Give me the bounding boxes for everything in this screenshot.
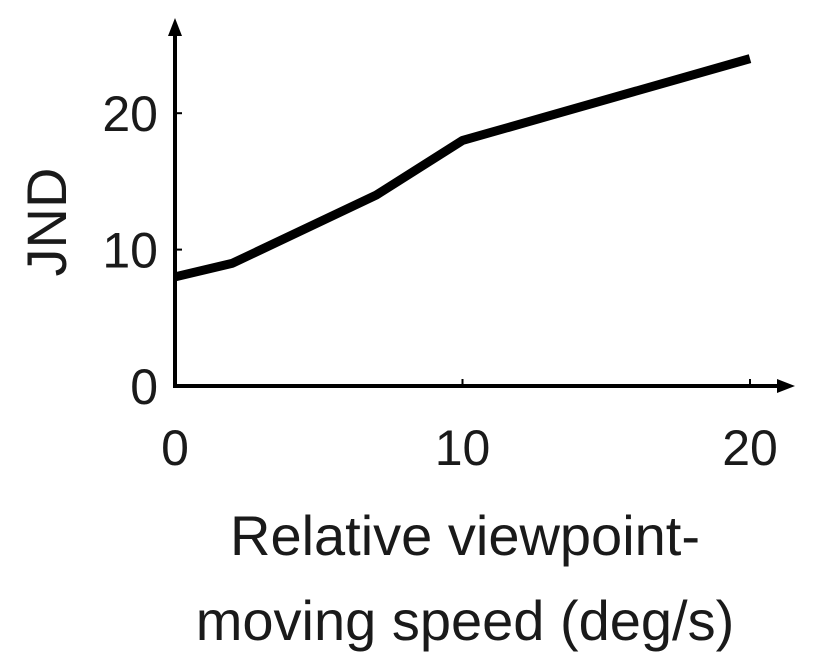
x-tick-label: 10 xyxy=(435,420,491,476)
x-tick-label: 0 xyxy=(161,420,189,476)
axes xyxy=(168,18,795,393)
y-tick-label: 0 xyxy=(130,359,158,415)
y-tick-label: 10 xyxy=(102,223,158,279)
y-axis-title: JND xyxy=(15,168,78,277)
x-axis-title-line-1: Relative viewpoint- xyxy=(230,504,700,567)
y-tick-label: 20 xyxy=(102,86,158,142)
series-layer xyxy=(173,54,752,282)
x-ticks: 0 10 20 xyxy=(161,379,778,476)
series-line xyxy=(173,54,752,282)
y-axis-arrow xyxy=(168,18,182,36)
x-axis-title-line-2: moving speed (deg/s) xyxy=(196,589,735,652)
x-axis-arrow xyxy=(777,379,795,393)
y-ticks: 0 10 20 xyxy=(102,86,182,415)
x-tick-label: 20 xyxy=(722,420,778,476)
